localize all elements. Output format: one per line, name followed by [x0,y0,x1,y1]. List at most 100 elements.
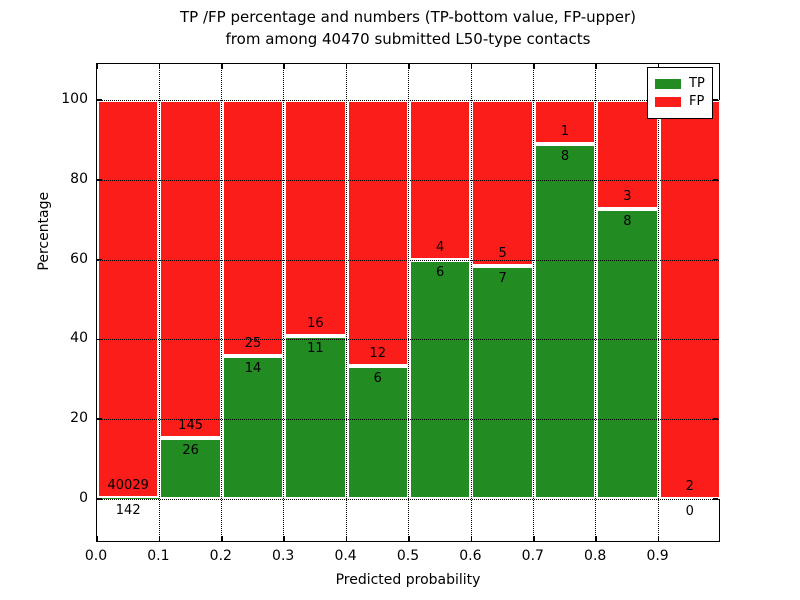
y-tickmark-right-100 [713,99,718,101]
x-tick-label-0.9: 0.9 [646,548,669,564]
y-tickmark-right-0 [713,498,718,500]
gridline-y-20 [97,419,719,421]
bar-segment-fp-6 [471,100,534,267]
y-tickmark-right-40 [713,338,718,341]
bar-segment-fp-9 [658,100,721,499]
tp-count-label-5: 6 [436,264,445,280]
bar-segment-fp-7 [533,100,597,145]
y-tick-label-0: 0 [79,490,88,506]
x-tick-label-0.7: 0.7 [521,548,544,564]
x-tickmark-bottom-9 [657,536,660,541]
tp-count-label-9: 0 [685,504,694,519]
plot-area: 40029 142 145 26 25 14 16 11 12 6 4 6 5 7 1 8 3 8 2 0 TP FP [96,63,721,542]
fp-count-label-4: 12 [369,346,387,361]
x-tickmark-top-7 [533,64,535,69]
gridline-x-0.6 [470,64,472,541]
tp-count-label-8: 8 [623,213,632,229]
fp-count-label-9: 2 [685,479,694,494]
bar-segment-fp-4 [346,100,409,366]
x-tickmark-top-0 [96,64,98,69]
gridline-y-40 [97,339,719,341]
x-tick-label-0.4: 0.4 [334,548,357,564]
x-tickmark-bottom-4 [345,536,348,541]
gridline-x-0.1 [158,64,160,541]
x-tick-label-0.5: 0.5 [396,548,420,564]
legend-item-tp: TP [655,76,705,92]
gridline-y-60 [97,259,719,261]
x-tickmark-bottom-2 [221,536,223,541]
y-tickmark-left-60 [97,258,102,261]
tp-count-label-6: 7 [498,271,507,287]
fp-count-label-5: 4 [436,239,445,255]
bar-segment-tp-5 [409,259,472,499]
legend-label-fp: FP [689,94,705,109]
bar-segment-tp-1 [159,438,222,499]
x-tick-label-0.1: 0.1 [147,548,170,564]
y-tick-label-40: 40 [70,330,88,347]
x-tickmark-top-8 [595,64,597,69]
fp-count-label-6: 5 [498,246,507,262]
fp-count-label-3: 16 [307,316,324,332]
tp-count-label-0: 142 [115,502,141,518]
y-tickmark-left-100 [97,99,102,101]
x-tickmark-bottom-8 [595,536,597,541]
gridline-y-100 [97,100,719,101]
bar-segment-tp-4 [346,366,409,499]
fp-count-label-0: 40029 [107,477,149,493]
x-tick-label-0.8: 0.8 [584,548,607,564]
tp-count-label-7: 8 [560,149,570,165]
gridline-x-0.3 [283,64,285,541]
x-tickmark-bottom-6 [470,536,473,541]
chart-title-line2: from among 40470 submitted L50-type cont… [225,30,591,48]
fp-count-label-2: 25 [244,335,262,351]
bar-segment-fp-3 [284,100,347,337]
y-tickmark-left-0 [97,498,102,500]
gridline-y-0 [97,499,719,500]
x-tickmark-top-9 [657,64,660,69]
gridline-x-0.4 [345,64,347,541]
bar-segment-tp-3 [284,336,347,499]
gridline-y-80 [97,179,719,181]
gridline-x-0.7 [533,64,535,541]
legend: TP FP [647,67,713,119]
x-tick-label-0.3: 0.3 [272,548,295,564]
fp-count-label-8: 3 [623,188,632,204]
gridline-x-0.2 [221,64,223,541]
bar-segment-tp-6 [471,266,534,499]
y-tick-label-80: 80 [70,170,88,187]
y-tickmark-right-20 [713,418,718,420]
y-tick-label-60: 60 [70,250,88,267]
tp-color-swatch-icon [655,79,681,89]
gridline-x-0.9 [657,64,659,541]
x-tick-label-0.0: 0.0 [84,548,108,564]
x-tickmark-top-2 [221,64,223,69]
y-tick-label-100: 100 [61,91,88,107]
bar-segment-fp-1 [159,100,222,439]
legend-item-fp: FP [655,94,705,110]
x-tickmark-bottom-3 [283,536,285,541]
y-tickmark-left-80 [97,179,102,181]
chart-title-line1: TP /FP percentage and numbers (TP-bottom… [180,8,636,26]
fp-color-swatch-icon [655,97,681,107]
x-tickmark-top-6 [470,64,473,69]
x-tick-label-0.2: 0.2 [209,548,232,564]
x-tickmark-top-3 [283,64,285,69]
y-tickmark-left-40 [97,338,102,341]
x-tickmark-top-5 [408,64,410,69]
x-tickmark-top-4 [345,64,348,69]
bar-segment-tp-7 [533,144,597,499]
legend-label-tp: TP [689,76,705,91]
bar-segment-tp-0 [97,497,160,499]
gridline-x-0.5 [408,64,410,541]
tp-count-label-4: 6 [373,371,382,386]
tp-count-label-3: 11 [307,341,324,357]
bar-segment-fp-0 [97,100,160,498]
y-tickmark-right-80 [713,179,718,181]
y-axis-label: Percentage [36,191,52,271]
chart-title: TP /FP percentage and numbers (TP-bottom… [96,6,720,50]
y-tick-label-20: 20 [70,410,88,427]
x-tickmark-bottom-0 [96,536,98,541]
x-tickmark-bottom-5 [408,536,410,541]
fp-count-label-7: 1 [560,124,570,140]
bar-segment-fp-8 [596,100,659,209]
